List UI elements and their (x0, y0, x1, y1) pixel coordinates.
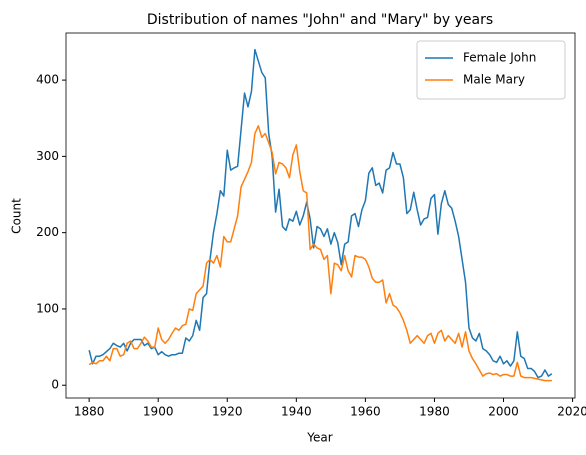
y-tick-label: 100 (36, 301, 59, 315)
x-tick-label: 2020 (557, 405, 586, 419)
x-tick-label: 1920 (212, 405, 243, 419)
x-tick-label: 1900 (143, 405, 174, 419)
line-series (88, 48, 553, 379)
plot-frame (65, 32, 576, 399)
y-tick-label: 200 (36, 225, 59, 239)
x-tick-label: 1940 (281, 405, 312, 419)
x-tick-label: 1960 (350, 405, 381, 419)
y-tick-label: 400 (36, 73, 59, 87)
x-tick-label: 1880 (74, 405, 105, 419)
x-axis-label: Year (306, 431, 332, 445)
x-tick-label: 1980 (419, 405, 450, 419)
legend-label: Female John (463, 51, 536, 65)
x-tick-label: 2000 (488, 405, 519, 419)
legend-label: Male Mary (463, 73, 525, 87)
y-tick-label: 300 (36, 149, 59, 163)
y-tick-label: 0 (51, 378, 59, 392)
line-series (88, 125, 552, 382)
y-axis-label: Count (10, 198, 24, 234)
chart-title: Distribution of names "John" and "Mary" … (147, 12, 493, 28)
legend-box (416, 40, 566, 100)
